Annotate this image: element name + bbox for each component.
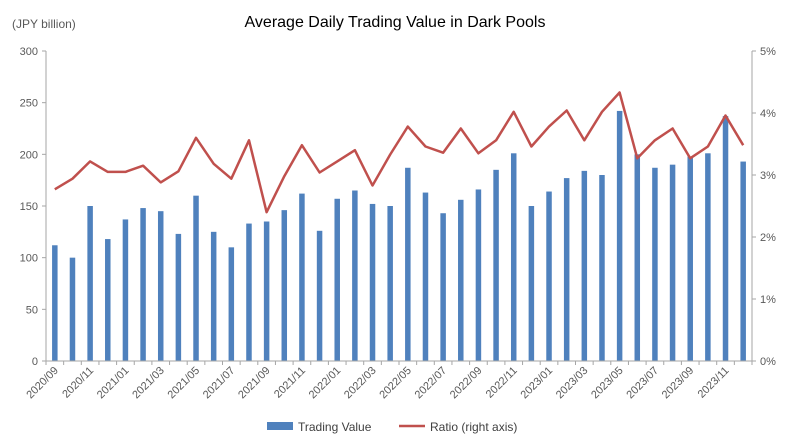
bar-trading-value [563, 178, 570, 361]
bar-trading-value [157, 211, 164, 361]
bar-trading-value [440, 213, 446, 361]
left-axis-tick-label: 0 [32, 356, 38, 368]
x-axis-tick-label: 2021/05 [166, 365, 203, 402]
bar-trading-value [546, 191, 552, 361]
bar-trading-value [140, 208, 146, 361]
bar-trading-value [299, 193, 305, 361]
bar-trading-value [281, 210, 288, 361]
bar-trading-value [458, 199, 464, 361]
x-axis-tick-label: 2020/09 [24, 365, 61, 402]
right-axis-tick-label: 5% [760, 46, 776, 58]
left-axis-tick-label: 300 [20, 46, 38, 58]
bar-trading-value [387, 206, 393, 361]
x-axis-tick-label: 2021/09 [236, 365, 273, 402]
bar-trading-value [599, 175, 605, 361]
legend: Trading Value Ratio (right axis) [267, 420, 517, 434]
bar-trading-value [69, 257, 76, 361]
left-axis-tick-label: 50 [26, 304, 38, 316]
bar-trading-value [581, 170, 588, 361]
x-axis-tick-label: 2022/01 [307, 365, 344, 402]
bar-trading-value [740, 161, 746, 361]
bar-trading-value [228, 247, 235, 361]
line-layer [54, 91, 745, 214]
x-axis-tick-label: 2021/07 [201, 365, 238, 402]
bars-layer [52, 110, 746, 361]
bar-trading-value [263, 221, 270, 361]
left-axis-tick-label: 200 [20, 149, 38, 161]
bar-trading-value [475, 189, 482, 361]
legend-label-trading-value: Trading Value [298, 420, 372, 434]
x-axis-tick-label: 2023/09 [660, 365, 697, 402]
right-axis-tick-label: 1% [760, 294, 776, 306]
bar-trading-value [652, 167, 658, 361]
x-axis-tick-label: 2023/05 [589, 365, 626, 402]
x-axis-tick-label: 2021/03 [130, 365, 167, 402]
line-ratio-series [54, 91, 745, 214]
right-axis-tick-label: 4% [760, 108, 776, 120]
bar-trading-value [352, 190, 358, 361]
bar-trading-value [369, 203, 376, 361]
x-axis-tick-label: 2022/09 [448, 365, 485, 402]
x-axis-tick-label: 2020/11 [60, 365, 96, 401]
bar-trading-value [175, 233, 182, 361]
x-axis-tick-label: 2023/07 [624, 365, 661, 402]
bar-trading-value [528, 206, 535, 361]
bar-trading-value [722, 116, 729, 361]
bar-trading-value [687, 156, 693, 361]
bar-trading-value [52, 245, 58, 361]
bar-trading-value [87, 206, 93, 361]
x-axis-tick-label: 2022/11 [484, 365, 520, 401]
x-axis-tick-label: 2021/01 [95, 365, 132, 402]
left-axis-tick-label: 150 [20, 201, 38, 213]
x-axis-tick-label: 2023/01 [519, 365, 556, 402]
legend-swatch-trading-value [267, 422, 293, 430]
bar-trading-value [634, 154, 641, 361]
right-axis-tick-label: 0% [760, 356, 776, 368]
x-axis-tick-label: 2023/11 [696, 365, 732, 401]
bar-trading-value [405, 167, 411, 361]
bar-trading-value [422, 192, 429, 361]
bar-trading-value [210, 231, 217, 361]
bar-trading-value [669, 164, 676, 361]
x-axis-tick-label: 2021/11 [272, 365, 308, 401]
right-axis-tick-label: 2% [760, 232, 776, 244]
bar-trading-value [193, 195, 199, 361]
chart-title: Average Daily Trading Value in Dark Pool… [245, 14, 546, 31]
bar-trading-value [493, 169, 499, 361]
bar-trading-value [334, 198, 340, 361]
left-axis-tick-label: 100 [20, 253, 38, 265]
x-axis-tick-label: 2022/07 [413, 365, 450, 402]
right-axis-tick-label: 3% [760, 170, 776, 182]
legend-label-ratio: Ratio (right axis) [430, 420, 517, 434]
bar-trading-value [316, 230, 323, 361]
left-axis-unit-label: (JPY billion) [12, 17, 76, 31]
bar-trading-value [705, 153, 711, 361]
bar-trading-value [510, 153, 517, 361]
bar-trading-value [616, 110, 623, 361]
bar-trading-value [246, 223, 252, 361]
x-axis-tick-label: 2023/03 [554, 365, 591, 402]
bar-trading-value [105, 239, 111, 361]
x-axis-tick-label: 2022/03 [342, 365, 379, 402]
left-axis-tick-label: 250 [20, 98, 38, 110]
bar-trading-value [122, 219, 129, 361]
x-axis-tick-label: 2022/05 [377, 365, 414, 402]
